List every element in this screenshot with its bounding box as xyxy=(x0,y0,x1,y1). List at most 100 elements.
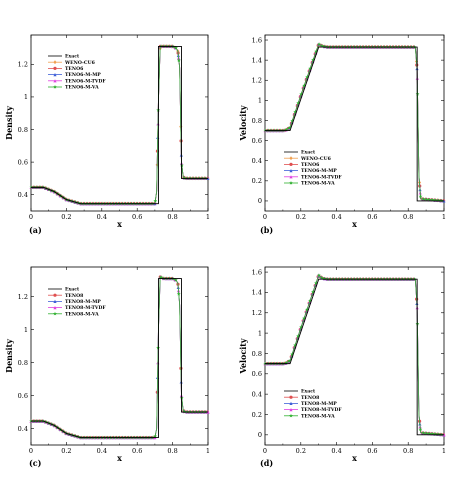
marker-TENO8-M-VA xyxy=(287,359,292,363)
marker-TENO8-M-VA xyxy=(317,273,321,277)
legend-marker xyxy=(53,293,57,297)
marker-TENO6-M-VA xyxy=(284,127,289,132)
y-tick-label: 1.2 xyxy=(252,309,262,317)
y-tick-label: 1.2 xyxy=(252,77,262,85)
y-axis-label: Velocity xyxy=(238,338,248,375)
legend-entry: Exact xyxy=(65,287,80,293)
x-tick-label: 0.2 xyxy=(61,213,71,221)
legend-entry: Exact xyxy=(301,150,316,156)
legend-marker xyxy=(289,175,293,179)
panel-label: (b) xyxy=(260,225,273,235)
x-tick-label: 0 xyxy=(263,447,267,455)
legend-entry: TENO6-M-VA xyxy=(65,85,99,91)
legend: ExactTENO8TENO8-M-MPTENO8-M-TVDFTENO8-M-… xyxy=(284,389,342,419)
y-tick-label: 0.8 xyxy=(252,117,262,125)
panel-b: 0 0.2 0.4 0.6 0.8 1 0 0.2 0.4 0.6 0.8 1 1.2 1.4 1.6 x Ve… xyxy=(238,34,446,235)
legend-entry: TENO6-M-MP xyxy=(65,72,101,78)
legend-marker xyxy=(289,156,293,161)
x-tick-label: 0.2 xyxy=(61,447,71,455)
y-tick-label: 0.4 xyxy=(252,390,262,398)
exact-line xyxy=(31,45,208,205)
y-tick-label: 0.4 xyxy=(252,157,262,165)
marker-TENO6-M-VA xyxy=(427,197,432,202)
y-tick-label: 1 xyxy=(258,97,262,105)
marker-TENO8-M-VA xyxy=(290,352,295,356)
legend-entry: WENO-CU6 xyxy=(300,156,331,162)
marker-TENO6-M-VA xyxy=(421,197,426,201)
marker-TENO8-M-VA xyxy=(320,275,324,280)
y-tick-label: 0 xyxy=(258,431,262,439)
x-tick-label: 0.6 xyxy=(132,213,142,221)
legend-marker xyxy=(53,311,57,316)
marker-TENO8-M-VA xyxy=(421,431,426,435)
legend-entry: Exact xyxy=(301,389,316,395)
x-tick-label: 0.8 xyxy=(403,213,413,221)
y-tick-label: 0.2 xyxy=(252,177,262,185)
marker-TENO6-M-VA xyxy=(293,110,298,114)
legend: ExactWENO-CU6TENO6TENO6-M-MPTENO6-M-TVDF… xyxy=(284,150,342,187)
legend-entry: WENO-CU6 xyxy=(64,60,95,66)
legend-marker xyxy=(53,60,57,65)
y-tick-label: 0.2 xyxy=(252,411,262,419)
legend-entry: TENO8-M-VA xyxy=(65,311,99,317)
legend-marker xyxy=(53,85,57,89)
marker-TENO6-M-VA xyxy=(174,45,178,50)
marker-TENO8-M-VA xyxy=(299,325,303,329)
x-axis-label: x xyxy=(352,453,357,463)
legend-marker xyxy=(53,299,57,303)
y-tick-label: 1.6 xyxy=(252,268,262,276)
marker-TENO6-M-VA xyxy=(296,101,301,105)
marker-TENO8-M-VA xyxy=(430,431,435,436)
x-tick-label: 1 xyxy=(442,447,446,455)
x-tick-label: 0 xyxy=(29,213,33,221)
legend-entry: TENO6-M-TVDF xyxy=(65,78,106,84)
exact-line xyxy=(265,278,444,436)
legend-marker xyxy=(53,73,57,77)
marker-TENO8-M-VA xyxy=(314,281,318,285)
marker-TENO8-M-VA xyxy=(305,307,309,312)
marker-TENO6-M-VA xyxy=(314,49,319,54)
legend-entry: TENO6-M-TVDF xyxy=(301,174,342,180)
x-tick-label: 1 xyxy=(206,213,210,221)
x-tick-label: 0.2 xyxy=(296,213,306,221)
marker-TENO8-M-VA xyxy=(182,409,187,414)
y-tick-label: 1.2 xyxy=(18,61,28,69)
legend-marker xyxy=(289,413,293,418)
y-tick-label: 0 xyxy=(258,197,262,205)
exact-line xyxy=(31,278,208,439)
x-tick-label: 0.4 xyxy=(331,447,341,455)
marker-TENO8-M-VA xyxy=(323,276,327,281)
legend-entry: TENO8-M-TVDF xyxy=(65,305,106,311)
x-tick-label: 0.6 xyxy=(367,213,377,221)
marker-TENO6-M-VA xyxy=(287,125,292,130)
y-axis-label: Density xyxy=(4,106,14,140)
legend-marker xyxy=(289,162,293,166)
legend-entry: TENO8 xyxy=(65,293,83,299)
legend-marker xyxy=(289,395,293,399)
x-tick-label: 0.8 xyxy=(167,447,177,455)
marker-TENO6-M-VA xyxy=(317,42,321,46)
x-tick-label: 0 xyxy=(29,447,33,455)
series-markers-TENO8-M-TVDF xyxy=(29,275,210,440)
y-tick-label: 0.8 xyxy=(18,126,28,134)
y-tick-label: 0.8 xyxy=(18,359,28,367)
exact-line xyxy=(265,46,444,202)
panel-d: 0 0.2 0.4 0.6 0.8 1 0 0.2 0.4 0.6 0.8 1 1.2 1.4 1.6 x Ve… xyxy=(238,266,446,468)
marker-TENO6-M-VA xyxy=(436,198,441,203)
legend-entry: TENO8-M-VA xyxy=(301,413,335,419)
legend-marker xyxy=(289,401,293,405)
y-tick-label: 1 xyxy=(24,93,28,101)
x-tick-label: 0.6 xyxy=(132,447,142,455)
x-tick-label: 0.8 xyxy=(403,447,413,455)
x-axis-label: x xyxy=(352,219,357,229)
marker-TENO6-M-VA xyxy=(418,194,423,199)
panel-label: (c) xyxy=(29,458,42,468)
panel-label: (d) xyxy=(260,458,273,468)
marker-TENO8-M-VA xyxy=(308,298,312,303)
legend-marker xyxy=(53,66,57,70)
marker-TENO6-M-VA xyxy=(320,43,324,48)
legend-entry: TENO8 xyxy=(301,395,319,401)
marker-TENO8-M-VA xyxy=(418,427,423,432)
series-markers-TENO6 xyxy=(31,44,210,206)
legend-entry: TENO6 xyxy=(301,162,319,168)
